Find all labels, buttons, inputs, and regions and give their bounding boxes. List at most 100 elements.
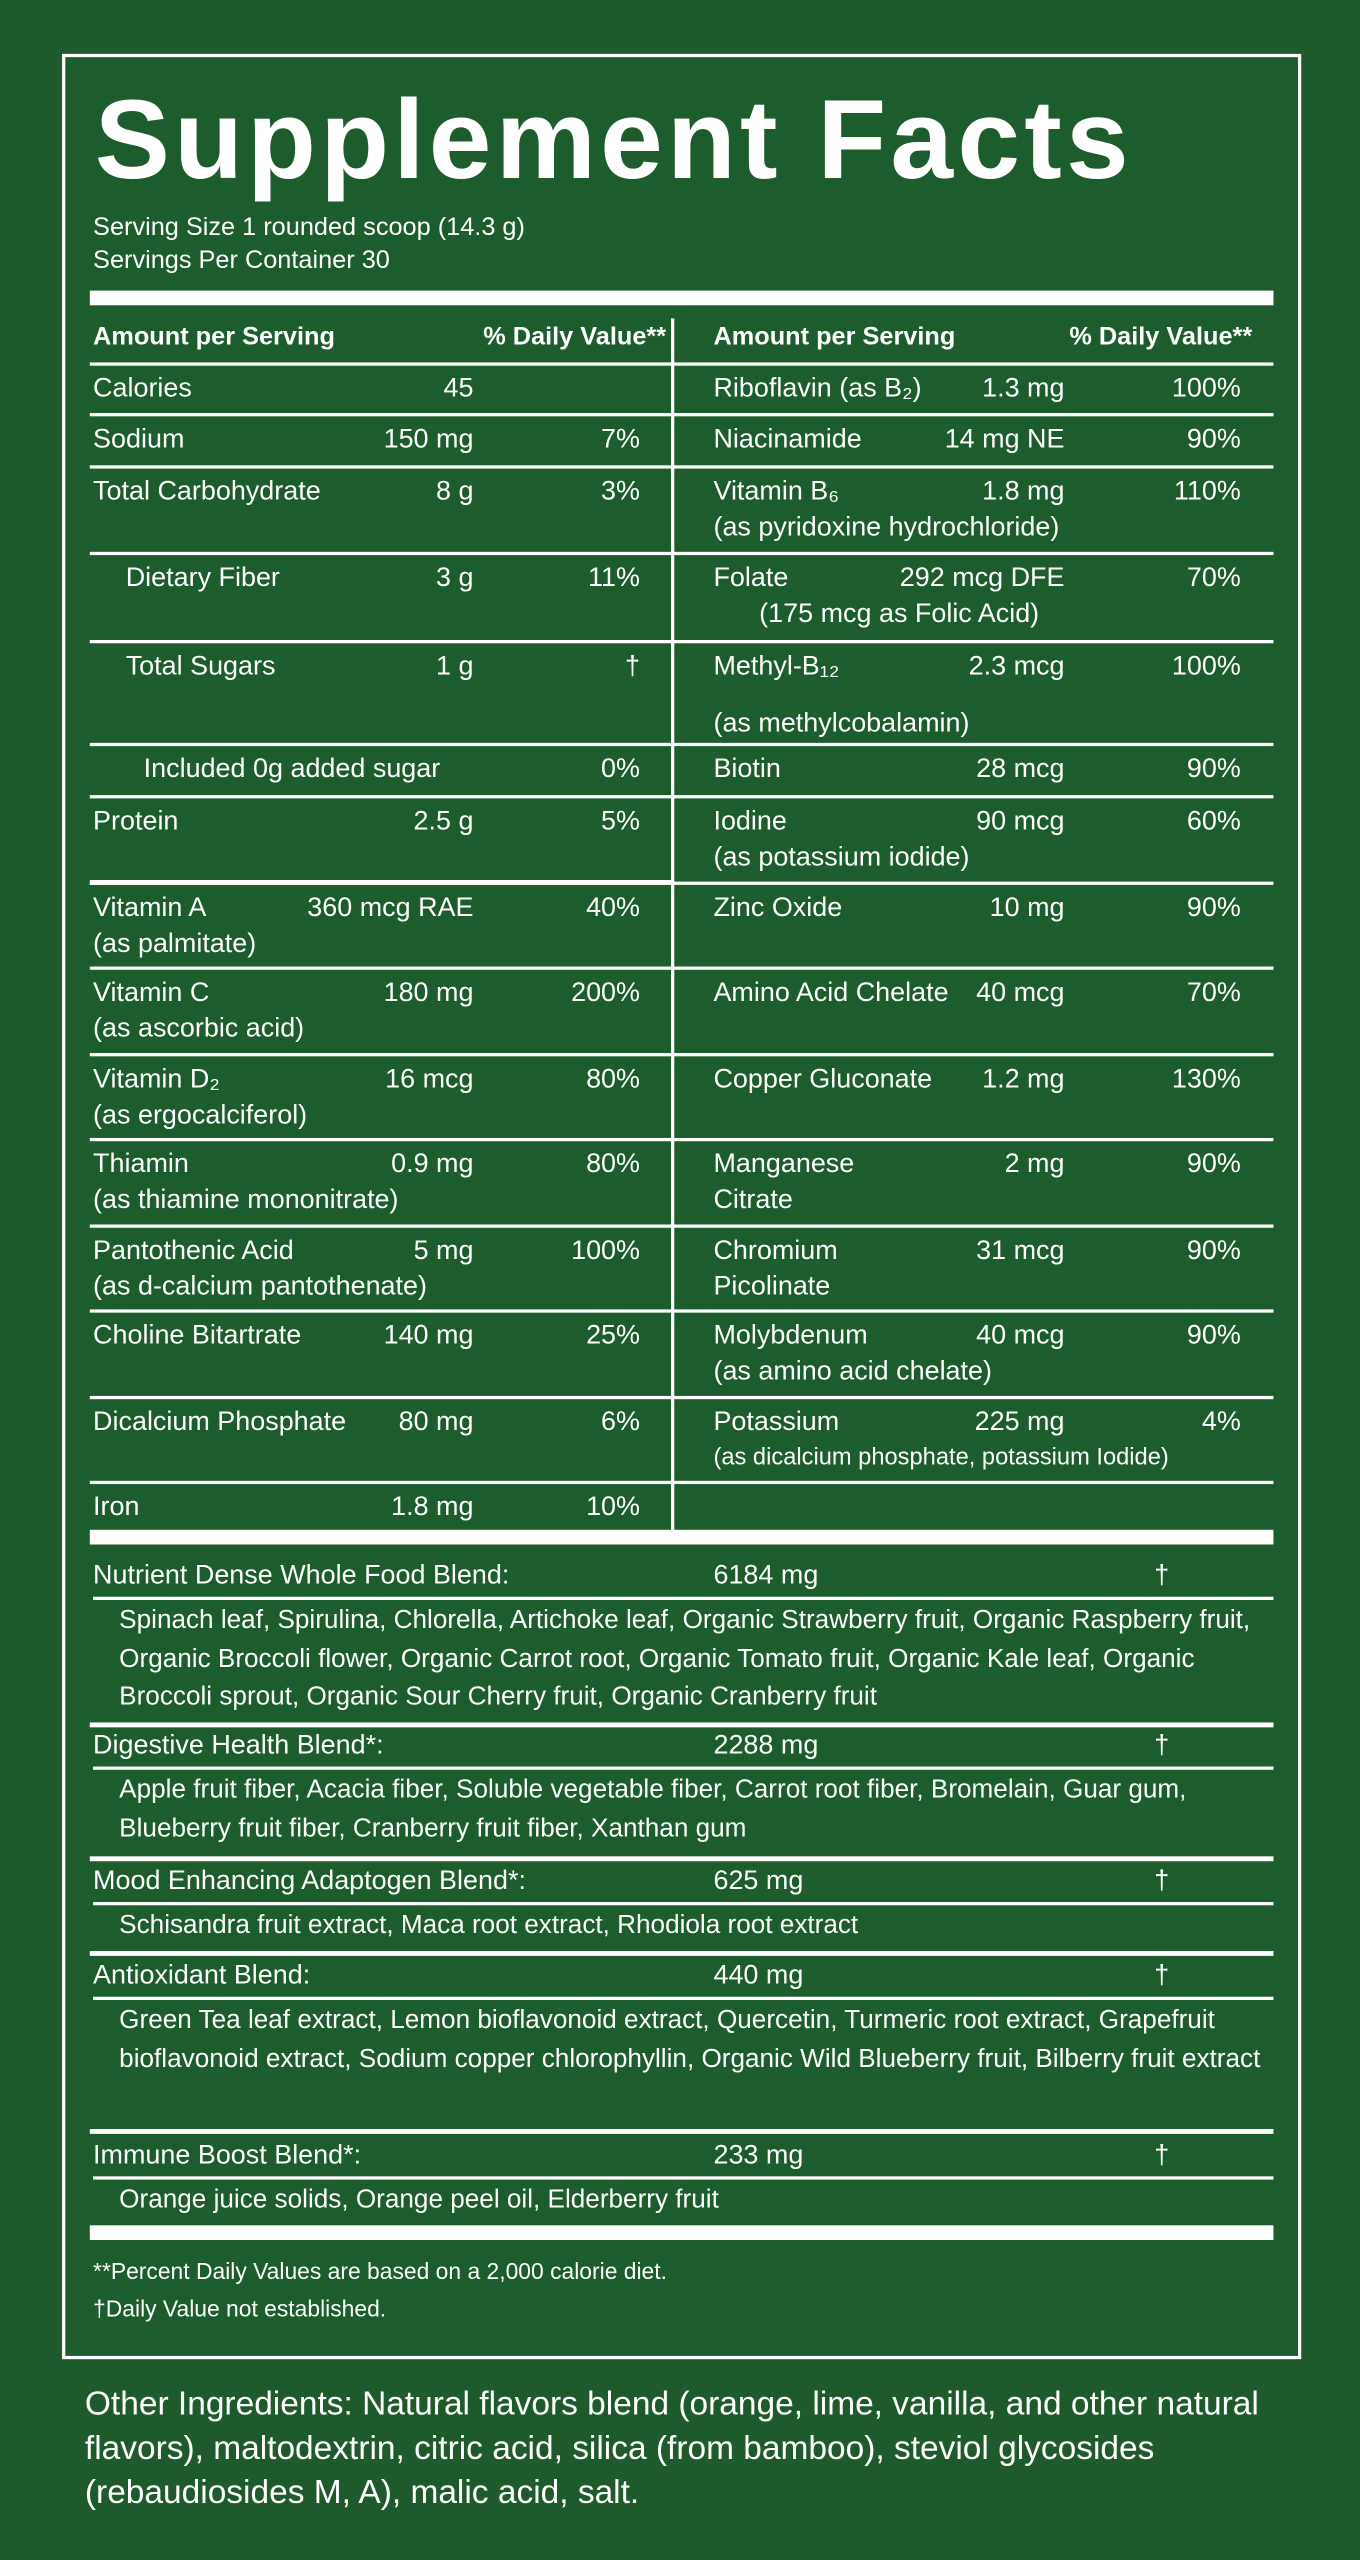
rule — [89, 2128, 1274, 2134]
nutrient-daily-value: 100% — [571, 1235, 640, 1266]
blend-ingredients: Green Tea leaf extract, Lemon bioflavono… — [119, 2006, 1261, 2073]
facts-box — [62, 53, 1302, 2360]
nutrient-note: (as thiamine mononitrate) — [93, 1185, 399, 1215]
nutrient-name: Included 0g added sugar — [143, 754, 441, 784]
serving-size: Serving Size 1 rounded scoop (14.3 g) — [93, 213, 525, 242]
rule — [89, 465, 1274, 468]
nutrient-daily-value: 70% — [1186, 563, 1241, 593]
blend-amount: 6184 mg — [713, 1560, 819, 1591]
nutrient-amount: 14 mg NE — [944, 424, 1065, 454]
rule — [671, 318, 675, 1535]
rule — [89, 1480, 1274, 1484]
blend-daily-value: † — [1154, 1866, 1170, 1896]
nutrient-name: Choline Bitartrate — [93, 1320, 302, 1351]
nutrient-note: (as d-calcium pantothenate) — [93, 1271, 427, 1302]
rule — [89, 1856, 1274, 1861]
nutrient-note: (as amino acid chelate) — [713, 1356, 992, 1387]
nutrient-daily-value: 11% — [588, 563, 640, 593]
rule — [89, 551, 1274, 555]
blend-name: Digestive Health Blend*: — [93, 1730, 384, 1760]
nutrient-name: Biotin — [713, 754, 781, 784]
rule — [89, 1309, 1274, 1312]
nutrient-name: Iron — [93, 1492, 140, 1522]
nutrient-amount: 5 mg — [413, 1235, 474, 1266]
nutrient-name: Vitamin C — [93, 977, 210, 1008]
rule — [93, 1902, 1274, 1905]
nutrient-amount: 180 mg — [383, 977, 474, 1008]
nutrient-daily-value: 200% — [571, 977, 640, 1008]
nutrient-name: Methyl-B₁₂ — [713, 651, 840, 681]
nutrient-amount: 40 mcg — [976, 1320, 1065, 1351]
header-daily-value: % Daily Value** — [483, 323, 667, 352]
nutrient-note: (175 mcg as Folic Acid) — [759, 599, 1040, 629]
blend-daily-value: † — [1154, 2140, 1170, 2170]
rule — [89, 795, 1274, 798]
nutrient-daily-value: 40% — [586, 893, 640, 923]
nutrient-name: Chromium — [713, 1235, 838, 1266]
nutrient-daily-value: 100% — [1171, 651, 1241, 681]
nutrient-daily-value: 90% — [1186, 424, 1241, 454]
nutrient-daily-value: 70% — [1186, 977, 1241, 1008]
nutrient-name: Manganese — [713, 1149, 855, 1179]
nutrient-daily-value: 0% — [601, 754, 640, 784]
nutrient-name: Protein — [93, 806, 179, 836]
rule — [89, 362, 1274, 365]
nutrient-note: (as methylcobalamin) — [713, 708, 970, 738]
blend-ingredients: Apple fruit fiber, Acacia fiber, Soluble… — [119, 1776, 1187, 1843]
nutrient-daily-value: 90% — [1186, 754, 1241, 784]
nutrient-daily-value: 10% — [586, 1492, 640, 1522]
nutrient-amount: 2.5 g — [413, 806, 474, 836]
blend-daily-value: † — [1154, 1560, 1170, 1591]
nutrient-amount: 1.8 mg — [982, 476, 1065, 507]
footnote: †Daily Value not established. — [93, 2295, 387, 2322]
blend-name: Antioxidant Blend: — [93, 1960, 311, 1991]
footnote: **Percent Daily Values are based on a 2,… — [93, 2257, 667, 2285]
nutrient-amount: 1 g — [436, 651, 474, 681]
nutrient-daily-value: 90% — [1186, 1149, 1241, 1179]
nutrient-amount: 1.2 mg — [982, 1064, 1065, 1094]
rule — [89, 413, 1274, 416]
nutrient-note: (as ergocalciferol) — [93, 1100, 308, 1130]
blend-ingredients: Schisandra fruit extract, Maca root extr… — [119, 1911, 859, 1940]
rule — [89, 1529, 1274, 1545]
rule — [89, 1951, 1274, 1956]
title: Supplement Facts — [94, 76, 1133, 203]
nutrient-name: Molybdenum — [713, 1320, 868, 1351]
nutrient-name: Niacinamide — [713, 424, 862, 454]
rule — [89, 290, 1274, 306]
nutrient-amount: 360 mcg RAE — [307, 893, 474, 923]
nutrient-name: Thiamin — [93, 1149, 189, 1179]
nutrient-amount: 3 g — [436, 563, 474, 593]
rule — [89, 880, 673, 885]
nutrient-amount: 0.9 mg — [391, 1149, 474, 1179]
blend-name: Mood Enhancing Adaptogen Blend*: — [93, 1866, 526, 1896]
nutrient-note: (as pyridoxine hydrochloride) — [713, 512, 1060, 543]
nutrient-name: Pantothenic Acid — [93, 1235, 294, 1266]
blend-daily-value: † — [1154, 1730, 1170, 1760]
nutrient-note: (as palmitate) — [93, 928, 257, 959]
blend-amount: 233 mg — [713, 2140, 804, 2170]
nutrient-name: Riboflavin (as B₂) — [713, 373, 922, 404]
rule — [89, 881, 1274, 885]
other-ingredients: Other Ingredients: Natural flavors blend… — [84, 2385, 1259, 2512]
blend-name: Nutrient Dense Whole Food Blend: — [93, 1560, 510, 1591]
nutrient-amount: 45 — [443, 373, 474, 404]
nutrient-name: Dicalcium Phosphate — [93, 1407, 347, 1437]
nutrient-amount: 225 mg — [974, 1407, 1065, 1437]
nutrient-name: Vitamin B₆ — [713, 476, 840, 507]
nutrient-name: Potassium — [713, 1407, 840, 1437]
nutrient-daily-value: 7% — [601, 424, 640, 454]
nutrient-daily-value: 80% — [586, 1149, 640, 1179]
nutrient-name: Sodium — [93, 424, 185, 454]
nutrient-amount: 10 mg — [989, 893, 1065, 923]
header-amount: Amount per Serving — [93, 323, 335, 352]
rule — [89, 966, 1274, 969]
nutrient-daily-value: 4% — [1201, 1407, 1241, 1437]
nutrient-name: Copper Gluconate — [713, 1064, 933, 1094]
nutrient-daily-value: † — [625, 651, 640, 681]
nutrient-amount: 80 mg — [398, 1407, 474, 1437]
nutrient-name: Folate — [713, 563, 789, 593]
nutrient-amount: 2 mg — [1004, 1149, 1065, 1179]
nutrient-amount: 8 g — [436, 476, 474, 507]
nutrient-amount: 1.8 mg — [391, 1492, 474, 1522]
